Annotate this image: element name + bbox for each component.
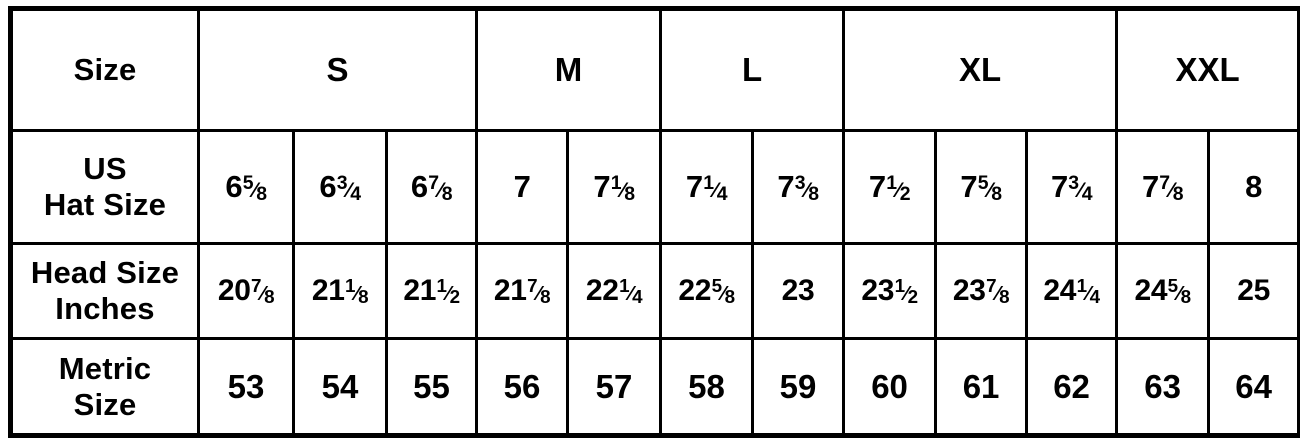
head-size-inches-cell: 231⁄2 xyxy=(842,242,938,340)
us-hat-size-cell: 63⁄4 xyxy=(292,129,388,245)
head-size-inches-cell: 245⁄8 xyxy=(1115,242,1211,340)
metric-size-cell: 56 xyxy=(475,337,570,437)
metric-size-cell: 61 xyxy=(934,337,1029,437)
head-size-inches-cell: 217⁄8 xyxy=(475,242,570,340)
table-row-size-groups: Size S M L XL XXL xyxy=(9,7,1300,132)
us-hat-size-cell: 77⁄8 xyxy=(1115,129,1211,245)
size-group-xxl: XXL xyxy=(1115,7,1300,132)
row-header-head-size-inches: Head Size Inches xyxy=(9,242,200,340)
row-header-head-size-inches-line2: Inches xyxy=(55,291,155,326)
size-group-m: M xyxy=(475,7,663,132)
metric-size-cell: 57 xyxy=(566,337,663,437)
us-hat-size-cell: 65⁄8 xyxy=(197,129,295,245)
us-hat-size-cell: 73⁄4 xyxy=(1025,129,1119,245)
us-hat-size-cell: 75⁄8 xyxy=(934,129,1029,245)
size-group-s: S xyxy=(196,7,479,132)
metric-size-cell: 53 xyxy=(197,337,295,437)
head-size-inches-cell: 211⁄8 xyxy=(292,242,388,340)
row-header-metric-size-line2: Size xyxy=(73,386,137,422)
head-size-inches-cell: 225⁄8 xyxy=(659,242,755,340)
table-row-us-hat-size: US Hat Size 65⁄8 63⁄4 67⁄8 7 71⁄8 71⁄4 7… xyxy=(9,129,1300,245)
us-hat-size-cell: 7 xyxy=(475,129,570,245)
head-size-inches-cell: 221⁄4 xyxy=(566,242,663,340)
head-size-inches-cell: 211⁄2 xyxy=(384,242,479,340)
size-group-l: L xyxy=(659,7,846,132)
head-size-inches-cell: 23 xyxy=(751,242,846,340)
head-size-inches-cell: 241⁄4 xyxy=(1025,242,1119,340)
metric-size-cell: 62 xyxy=(1025,337,1119,437)
row-header-us-hat-size-line2: Hat Size xyxy=(43,187,167,222)
metric-size-cell: 58 xyxy=(659,337,755,437)
us-hat-size-cell: 71⁄2 xyxy=(842,129,938,245)
row-header-metric-size: Metric Size xyxy=(9,337,200,437)
hat-size-chart-table: Size S M L XL XXL US Hat Size 65⁄8 63⁄4 … xyxy=(8,6,1300,438)
row-header-size: Size xyxy=(9,7,200,132)
us-hat-size-cell: 73⁄8 xyxy=(751,129,846,245)
metric-size-cell: 64 xyxy=(1207,337,1300,437)
row-header-head-size-inches-line1: Head Size xyxy=(30,255,180,291)
row-header-us-hat-size-line1: US xyxy=(83,151,127,187)
metric-size-cell: 54 xyxy=(292,337,388,437)
head-size-inches-cell: 25 xyxy=(1207,242,1300,340)
metric-size-cell: 55 xyxy=(384,337,479,437)
head-size-inches-cell: 237⁄8 xyxy=(934,242,1029,340)
head-size-inches-cell: 207⁄8 xyxy=(197,242,295,340)
us-hat-size-cell: 8 xyxy=(1207,129,1300,245)
us-hat-size-cell: 71⁄8 xyxy=(566,129,663,245)
row-header-metric-size-line1: Metric xyxy=(58,350,152,386)
row-header-us-hat-size: US Hat Size xyxy=(9,129,200,245)
table-row-metric-size: Metric Size 53 54 55 56 57 58 59 60 61 6… xyxy=(9,337,1300,437)
table-row-head-size-inches: Head Size Inches 207⁄8 211⁄8 211⁄2 217⁄8… xyxy=(9,242,1300,340)
size-group-xl: XL xyxy=(842,7,1119,132)
us-hat-size-cell: 67⁄8 xyxy=(384,129,479,245)
metric-size-cell: 63 xyxy=(1115,337,1211,437)
metric-size-cell: 59 xyxy=(751,337,846,437)
us-hat-size-cell: 71⁄4 xyxy=(659,129,755,245)
metric-size-cell: 60 xyxy=(842,337,938,437)
